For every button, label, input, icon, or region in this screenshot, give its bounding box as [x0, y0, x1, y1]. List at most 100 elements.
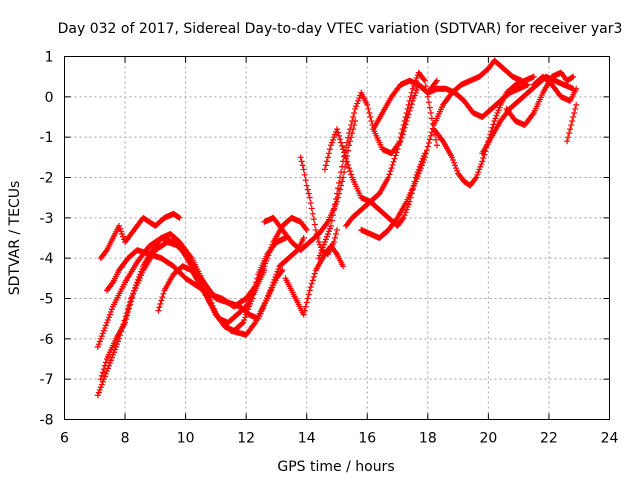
- data-point: [313, 230, 320, 237]
- data-point: [421, 154, 428, 161]
- data-point: [100, 327, 107, 334]
- data-point: [126, 305, 133, 312]
- data-point: [119, 230, 126, 237]
- series-sat-track-3: [97, 230, 286, 383]
- data-point: [108, 280, 115, 287]
- data-point: [428, 115, 435, 122]
- data-point: [307, 200, 314, 207]
- data-point: [97, 335, 104, 342]
- data-point: [409, 85, 416, 92]
- data-point: [332, 249, 339, 256]
- data-point: [329, 212, 336, 219]
- data-point: [323, 158, 330, 165]
- data-point: [156, 304, 163, 311]
- x-tick-label: 6: [60, 431, 69, 447]
- data-point: [401, 212, 408, 219]
- y-tick-label: -6: [40, 332, 54, 348]
- data-point: [567, 126, 574, 133]
- data-point: [157, 300, 164, 307]
- y-tick-label: -2: [40, 171, 54, 187]
- data-point: [399, 216, 406, 223]
- data-point: [305, 291, 312, 298]
- data-point: [315, 255, 322, 262]
- data-point: [96, 338, 103, 345]
- data-point: [103, 368, 110, 375]
- data-point: [94, 392, 101, 399]
- data-point: [102, 248, 109, 255]
- data-point: [308, 280, 315, 287]
- data-point: [303, 226, 310, 233]
- data-point: [97, 384, 104, 391]
- data-point: [398, 130, 405, 137]
- y-tick-label: -5: [40, 292, 54, 308]
- data-point: [416, 167, 423, 174]
- data-point: [275, 265, 282, 272]
- data-point: [106, 360, 113, 367]
- data-point: [570, 73, 577, 80]
- data-point: [472, 175, 479, 182]
- data-point: [426, 104, 433, 111]
- series-sat-track-17: [503, 69, 577, 129]
- data-point: [395, 142, 402, 149]
- data-point: [108, 306, 115, 313]
- data-point: [417, 165, 424, 172]
- data-point: [386, 171, 393, 178]
- data-point: [321, 239, 328, 246]
- data-point: [344, 158, 351, 165]
- data-point: [339, 178, 346, 185]
- data-point: [240, 319, 247, 326]
- chart-title: Day 032 of 2017, Sidereal Day-to-day VTE…: [58, 21, 623, 37]
- data-point: [389, 161, 396, 168]
- data-point: [300, 235, 307, 241]
- data-point: [348, 134, 355, 141]
- data-point: [263, 257, 270, 264]
- data-point: [104, 317, 111, 324]
- data-point: [529, 111, 536, 118]
- data-point: [267, 247, 274, 254]
- data-point: [408, 89, 415, 96]
- data-point: [390, 158, 397, 165]
- data-point: [413, 175, 420, 182]
- data-point: [339, 163, 346, 170]
- series-sat-track-19: [564, 101, 580, 145]
- data-point: [310, 216, 317, 223]
- data-point: [340, 146, 347, 153]
- data-point: [524, 81, 531, 88]
- data-point: [299, 162, 306, 169]
- data-point: [137, 271, 144, 278]
- x-tick-label: 22: [540, 431, 558, 447]
- data-point: [175, 214, 182, 221]
- data-point: [301, 171, 308, 178]
- data-point: [396, 138, 403, 145]
- data-point: [100, 366, 107, 373]
- data-point: [117, 225, 124, 232]
- data-point: [308, 205, 315, 212]
- data-point: [573, 85, 580, 92]
- data-point: [345, 147, 352, 154]
- data-point: [108, 354, 115, 361]
- data-point: [98, 333, 105, 340]
- x-tick-label: 24: [601, 431, 619, 447]
- data-point: [136, 273, 143, 280]
- data-point: [268, 244, 275, 251]
- data-point: [326, 146, 333, 153]
- data-point: [297, 154, 304, 161]
- data-point: [303, 299, 310, 306]
- data-point: [330, 134, 337, 141]
- data-point: [419, 159, 426, 166]
- y-tick-label: -1: [40, 130, 54, 146]
- data-point: [309, 210, 316, 217]
- data-point: [403, 109, 410, 116]
- data-point: [400, 122, 407, 129]
- data-point: [414, 173, 421, 180]
- data-point: [344, 139, 351, 146]
- data-point: [476, 166, 483, 173]
- data-point: [408, 101, 415, 108]
- data-point: [336, 132, 343, 139]
- data-point: [310, 273, 317, 280]
- data-point: [315, 239, 322, 246]
- data-point: [399, 126, 406, 133]
- data-point: [406, 97, 413, 104]
- data-point: [397, 134, 404, 141]
- data-points: [94, 57, 580, 399]
